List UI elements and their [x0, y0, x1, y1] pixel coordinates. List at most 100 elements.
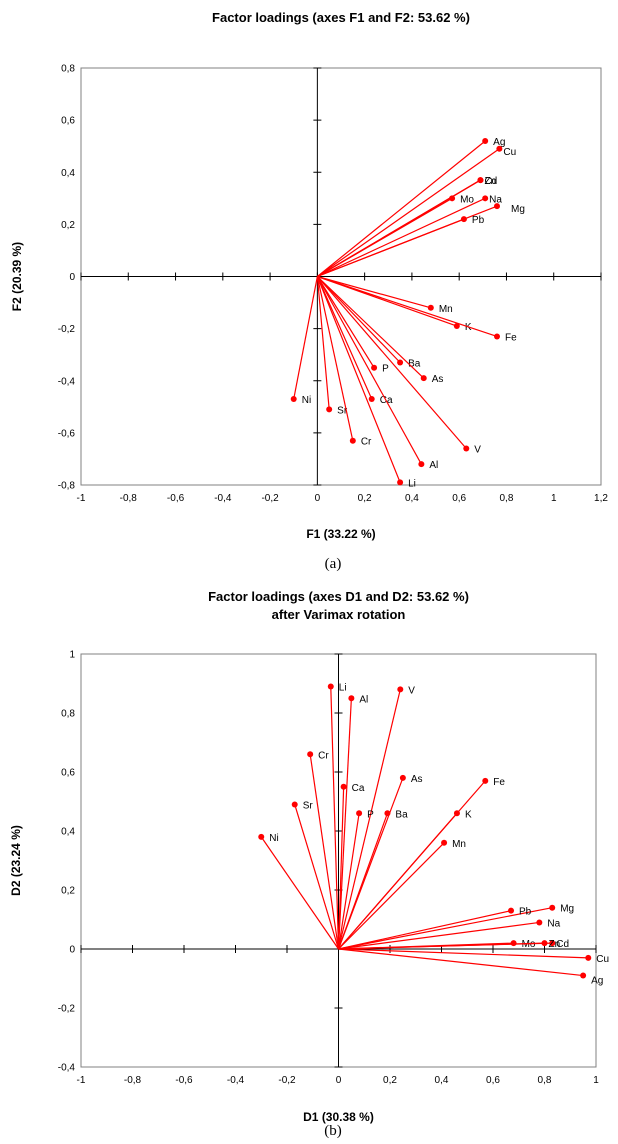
point-label: Ag [493, 137, 505, 148]
loading-vector [316, 276, 330, 410]
point-label: P [367, 809, 374, 820]
y-tick-label: 0 [69, 945, 75, 956]
x-tick-label: -0,6 [175, 1075, 193, 1086]
x-tick-label: -1 [77, 493, 86, 504]
loading-point [580, 972, 587, 979]
point-label: Cd [556, 939, 569, 950]
x-tick-label: 0,6 [452, 493, 466, 504]
loading-point [371, 364, 378, 371]
loading-vector [330, 686, 340, 950]
x-tick-label: -0,6 [167, 493, 185, 504]
loading-point [585, 954, 592, 961]
loading-point [453, 810, 460, 817]
point-label: P [382, 364, 389, 375]
x-tick-label: -0,8 [124, 1075, 142, 1086]
x-tick-label: -0,4 [227, 1075, 245, 1086]
loading-vector [317, 275, 498, 338]
x-tick-label: -0,2 [261, 493, 279, 504]
point-label: Sr [337, 405, 348, 416]
loading-point [418, 461, 425, 468]
loading-point [441, 839, 448, 846]
y-tick-label: 0,2 [61, 886, 75, 897]
y-axis-title: F2 (20.39 %) [10, 242, 24, 311]
x-tick-label: -0,8 [120, 493, 138, 504]
x-tick-label: 0,8 [500, 493, 514, 504]
y-tick-label: -0,2 [58, 1004, 76, 1015]
loading-vector [338, 942, 545, 950]
x-tick-label: 0,8 [538, 1075, 552, 1086]
x-tick-label: 1,2 [594, 493, 608, 504]
loading-point [494, 203, 500, 210]
loading-point [510, 940, 517, 947]
chart-subtitle: after Varimax rotation [272, 607, 406, 622]
point-label: Ba [395, 809, 408, 820]
y-axis-title: D2 (23.24 %) [9, 825, 23, 896]
point-label: Li [408, 478, 416, 489]
point-label: Na [489, 194, 502, 205]
loading-vector [337, 786, 345, 950]
loading-vector [316, 276, 373, 400]
loading-point [327, 683, 334, 690]
loading-vector [316, 140, 486, 277]
loading-point [348, 695, 355, 702]
y-tick-label: 0,2 [61, 220, 75, 231]
x-tick-label: 0,2 [383, 1075, 397, 1086]
x-tick-label: 1 [551, 493, 557, 504]
loading-vector [338, 910, 512, 950]
chart-b: Factor loadings (axes D1 and D2: 53.62 %… [9, 589, 609, 1139]
x-tick-label: -0,2 [278, 1075, 296, 1086]
point-label: Cu [596, 954, 609, 965]
loading-point [541, 940, 548, 947]
chart-title: Factor loadings (axes F1 and F2: 53.62 %… [212, 10, 470, 25]
loading-point [477, 177, 484, 184]
loading-vector [316, 276, 375, 369]
loading-point [397, 359, 404, 366]
y-tick-label: 0,8 [61, 709, 75, 720]
point-label: Na [547, 918, 560, 929]
loading-point [463, 445, 470, 452]
loading-point [449, 195, 456, 202]
loading-point [549, 940, 556, 947]
loading-vector [316, 276, 401, 363]
loading-vector [317, 197, 453, 278]
point-label: Mg [560, 904, 574, 915]
loading-point [494, 333, 500, 340]
x-tick-label: 0 [336, 1075, 342, 1086]
loading-vector [338, 948, 589, 959]
loading-point [482, 195, 489, 202]
loading-vector [316, 276, 425, 379]
x-axis-title: F1 (33.22 %) [306, 527, 375, 541]
loading-point [397, 479, 404, 486]
point-label: Mo [460, 194, 474, 205]
point-label: As [432, 374, 444, 385]
point-label: Sr [303, 800, 314, 811]
loading-vector [338, 921, 540, 950]
figure-caption: (b) [324, 1123, 342, 1139]
loading-point [427, 304, 434, 311]
point-label: Li [339, 682, 347, 693]
loading-point [340, 783, 347, 790]
x-tick-label: 1 [593, 1075, 599, 1086]
point-label: K [465, 322, 472, 333]
point-label: V [474, 445, 481, 456]
loading-vector [316, 276, 401, 483]
loading-point [307, 751, 314, 758]
loading-point [368, 395, 375, 402]
loading-vector [337, 813, 360, 950]
loading-vector [337, 689, 401, 950]
loading-vector [317, 275, 431, 309]
loading-point [453, 323, 460, 330]
loading-point [291, 801, 298, 808]
loading-vector [338, 812, 458, 950]
y-tick-label: 0,6 [61, 116, 75, 127]
y-tick-label: -0,8 [58, 481, 76, 492]
point-label: Zn [549, 939, 561, 950]
point-label: Ca [352, 783, 365, 794]
point-label: Cd [484, 176, 497, 187]
loading-vector [316, 276, 467, 449]
loading-point [549, 904, 556, 911]
loading-vector [294, 804, 340, 950]
y-tick-label: -0,6 [58, 428, 76, 439]
loading-point [397, 686, 404, 693]
loading-point [384, 810, 391, 817]
